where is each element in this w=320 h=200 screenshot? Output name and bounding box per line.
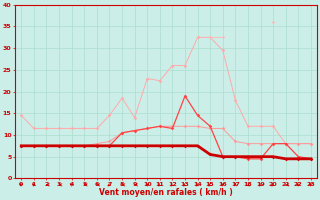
X-axis label: Vent moyen/en rafales ( km/h ): Vent moyen/en rafales ( km/h ) [99, 188, 233, 197]
